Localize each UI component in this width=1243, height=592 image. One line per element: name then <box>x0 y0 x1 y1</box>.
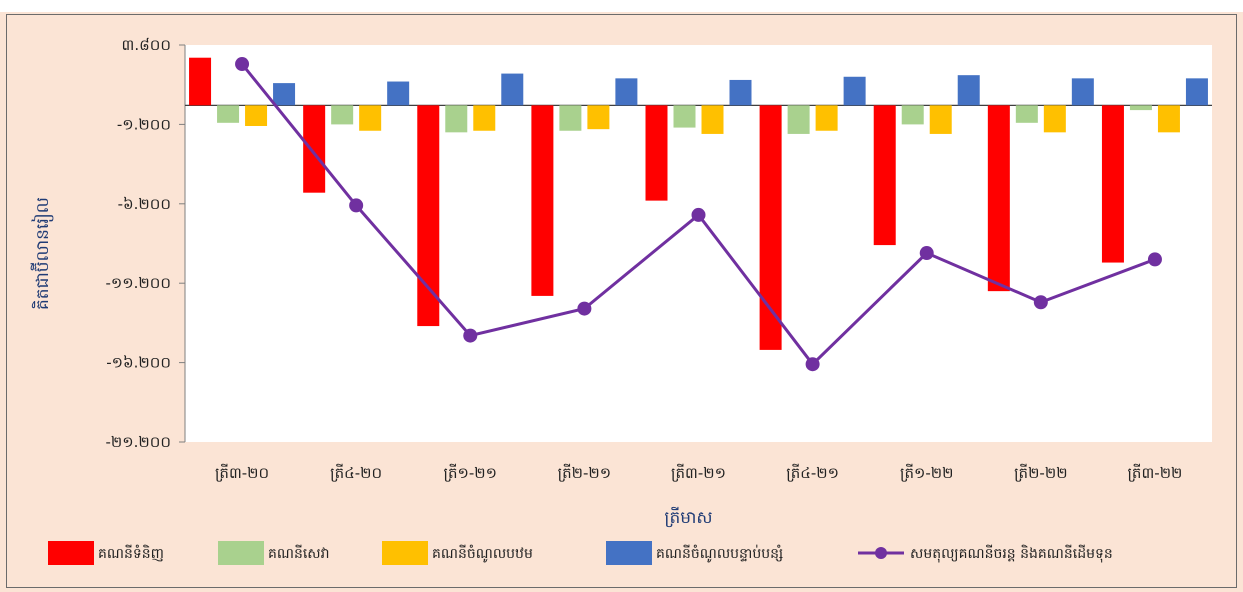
balance-point-7 <box>919 246 934 261</box>
y-tick-label: -១១.២០០ <box>106 274 171 292</box>
bar-3-1 <box>245 105 268 126</box>
bar-1-8 <box>987 105 1010 292</box>
y-tick-label: ៣.៨០០ <box>122 36 171 54</box>
plot-area <box>185 45 1212 442</box>
bar-4-9 <box>1185 78 1208 106</box>
bar-4-3 <box>501 73 524 106</box>
bar-4-2 <box>387 81 410 106</box>
bar-4-1 <box>273 83 296 106</box>
bar-3-5 <box>701 105 724 134</box>
bar-4-4 <box>615 78 638 106</box>
bar-1-2 <box>303 105 326 193</box>
y-tick-label: -៦.២០០ <box>118 195 171 213</box>
bar-4-6 <box>843 76 866 106</box>
bar-1-7 <box>873 105 896 246</box>
bar-4-5 <box>729 79 752 106</box>
bar-2-7 <box>901 105 924 125</box>
bar-1-4 <box>531 105 554 296</box>
bar-3-9 <box>1157 105 1180 133</box>
bar-1-9 <box>1101 105 1124 263</box>
x-tick-label: ត្រី២-២២ <box>1014 463 1067 482</box>
bar-4-8 <box>1071 78 1094 106</box>
legend-swatch-1 <box>48 541 94 565</box>
legend-marker <box>875 547 887 559</box>
bar-3-6 <box>815 105 838 131</box>
x-axis-title: ត្រីមាស <box>664 506 712 528</box>
balance-point-1 <box>235 57 250 72</box>
balance-point-9 <box>1147 252 1162 267</box>
y-tick-label: -២១.២០០ <box>106 433 171 451</box>
bar-1-3 <box>417 105 440 327</box>
x-tick-label: ត្រី១-២១ <box>444 463 497 482</box>
y-axis-title: គិតជាប៊ីលានរៀល <box>30 197 54 310</box>
legend-swatch-2 <box>218 541 264 565</box>
bar-3-2 <box>359 105 382 131</box>
x-tick-label: ត្រី៤-២១ <box>786 463 839 482</box>
x-tick-label: ត្រី៣-២០ <box>215 463 269 482</box>
bar-3-3 <box>473 105 496 131</box>
bar-2-8 <box>1015 105 1038 123</box>
x-tick-label: ត្រី១-២២ <box>900 463 953 482</box>
legend-label-1: គណនីទំនិញ <box>98 544 164 562</box>
legend-swatch-4 <box>606 541 652 565</box>
balance-point-2 <box>349 198 364 213</box>
balance-point-6 <box>805 357 820 372</box>
bar-3-7 <box>929 105 952 134</box>
legend-label-3: គណនីចំណូលបឋម <box>432 544 533 563</box>
balance-point-4 <box>577 301 592 316</box>
bar-4-7 <box>957 75 980 106</box>
bar-2-1 <box>217 105 240 123</box>
bar-1-1 <box>189 57 212 106</box>
x-tick-label: ត្រី៤-២០ <box>330 463 382 482</box>
bar-2-3 <box>445 105 468 133</box>
bar-2-5 <box>673 105 696 128</box>
bar-2-2 <box>331 105 354 125</box>
bar-3-4 <box>587 105 610 130</box>
bar-1-6 <box>759 105 782 350</box>
bar-2-6 <box>787 105 810 134</box>
x-tick-label: ត្រី៣-២១ <box>671 463 726 482</box>
x-tick-label: ត្រី៣-២២ <box>1127 463 1182 482</box>
bar-2-9 <box>1129 105 1152 111</box>
legend-label-2: គណនីសេវា <box>268 544 330 562</box>
balance-point-3 <box>463 328 478 343</box>
y-tick-label: -១៦.២០០ <box>106 354 171 372</box>
y-tick-label: -១.២០០ <box>117 115 171 133</box>
legend-label-5: សមតុល្យគណនីចរន្ត និងគណនីដើមទុន <box>910 544 1113 563</box>
x-tick-label: ត្រី២-២១ <box>558 463 611 482</box>
balance-point-5 <box>691 207 706 222</box>
legend-swatch-3 <box>382 541 428 565</box>
bar-1-5 <box>645 105 668 201</box>
bar-3-8 <box>1043 105 1066 133</box>
bar-2-4 <box>559 105 582 131</box>
top-strip <box>0 0 1243 12</box>
balance-point-8 <box>1033 295 1048 310</box>
legend-label-4: គណនីចំណូលបន្ទាប់បន្សំ <box>656 544 783 563</box>
